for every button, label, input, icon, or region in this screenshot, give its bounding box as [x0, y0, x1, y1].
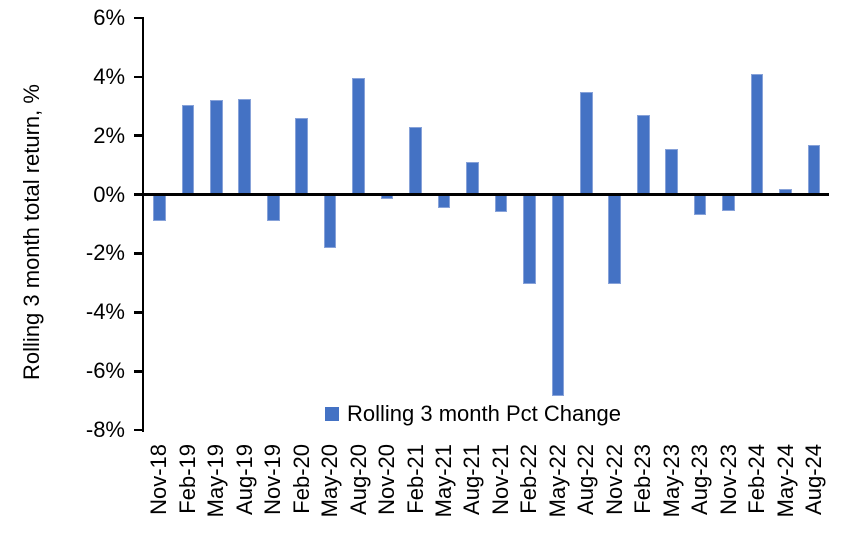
y-tick-label--8pct: -8% — [85, 416, 125, 442]
bar-Feb-20 — [295, 118, 308, 195]
bar-Aug-21 — [466, 162, 479, 195]
bar-Nov-19 — [266, 194, 280, 222]
bar-Feb-19 — [181, 104, 195, 195]
bar-May-21 — [437, 194, 451, 208]
y-tick-label--2pct: -2% — [85, 240, 125, 266]
bar-May-19 — [210, 100, 223, 195]
bar-Aug-19 — [238, 98, 252, 195]
bar-Aug-24 — [807, 144, 821, 195]
y-tick-mark — [134, 75, 142, 79]
y-tick-label-0pct: 0% — [93, 181, 125, 207]
y-tick-mark — [134, 252, 142, 255]
bar-Feb-23 — [636, 115, 650, 195]
bar-Nov-21 — [494, 194, 508, 213]
y-tick-mark — [134, 134, 142, 138]
y-axis-spine — [141, 16, 145, 432]
bar-Nov-18 — [153, 194, 166, 222]
bar-Nov-23 — [722, 194, 735, 211]
bar-May-20 — [323, 194, 337, 248]
y-tick-mark — [134, 193, 142, 197]
y-tick-mark — [134, 310, 142, 314]
legend: Rolling 3 month Pct Change — [325, 401, 621, 427]
y-tick-label-4pct: 4% — [93, 63, 125, 89]
y-tick-mark — [134, 428, 142, 432]
y-tick-label-6pct: 6% — [93, 5, 125, 31]
legend-label: Rolling 3 month Pct Change — [347, 401, 621, 426]
bar-Aug-23 — [693, 194, 707, 216]
y-tick-mark — [134, 16, 142, 20]
bar-Nov-22 — [608, 194, 622, 285]
bar-May-22 — [551, 194, 565, 397]
x-axis-zero-line — [141, 193, 829, 196]
y-tick-label--6pct: -6% — [85, 358, 125, 384]
bar-May-23 — [665, 148, 678, 195]
bar-Feb-24 — [750, 73, 764, 195]
bar-Aug-20 — [352, 78, 365, 195]
y-tick-label-2pct: 2% — [93, 122, 125, 148]
legend-swatch-icon — [325, 407, 339, 421]
bar-Aug-22 — [580, 91, 593, 195]
bar-Feb-22 — [523, 194, 536, 285]
y-tick-mark — [134, 369, 142, 373]
y-tick-label--4pct: -4% — [85, 299, 125, 325]
bar-Feb-21 — [409, 126, 422, 195]
